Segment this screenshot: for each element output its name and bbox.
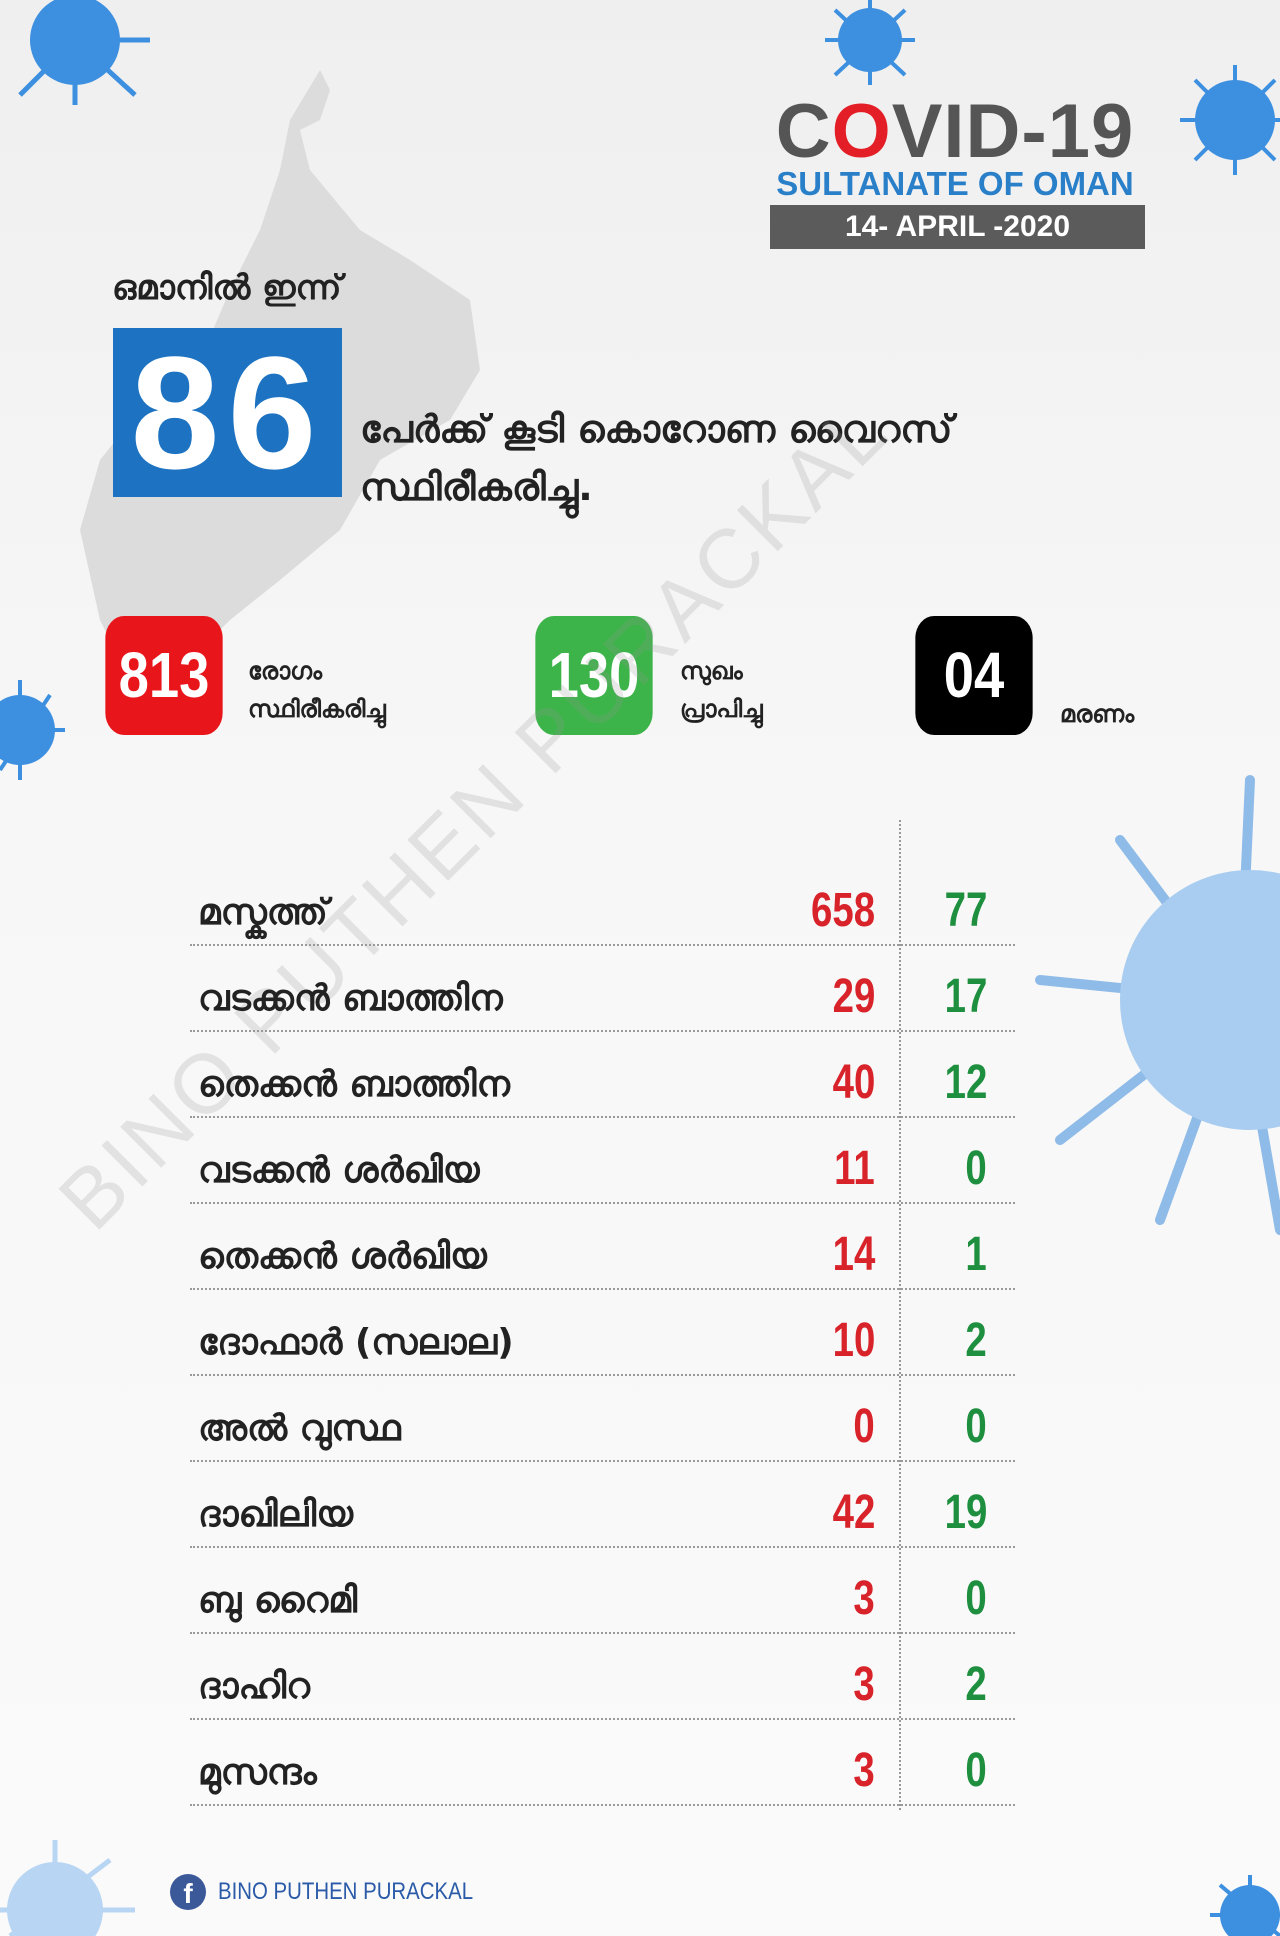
region-name: ദോഫാർ (സലാല) [198, 1322, 514, 1363]
total-recovered-badge: 130 [535, 616, 653, 735]
new-cases-count: 86 [113, 328, 342, 497]
total-deaths-label: മരണം [1060, 700, 1135, 728]
confirmed-count: 3 [853, 1658, 875, 1711]
virus-icon [18, 0, 150, 105]
confirmed-count: 3 [853, 1744, 875, 1797]
recovered-count: 12 [944, 1056, 987, 1109]
region-name: ദാഖിലിയ [198, 1494, 353, 1535]
facebook-icon: f [170, 1874, 206, 1910]
table-row: മസ്കത്ത് 658 77 [190, 858, 1015, 946]
confirmed-count: 11 [834, 1142, 875, 1195]
recovered-count: 0 [965, 1572, 987, 1625]
region-name: വടക്കൻ ബാത്തിന [198, 978, 503, 1019]
table-row: ദാഹിറ 3 2 [190, 1632, 1015, 1720]
virus-icon [1210, 1875, 1280, 1936]
recovered-count: 0 [965, 1142, 987, 1195]
region-name: ബു റൈമി [198, 1580, 358, 1621]
recovered-count: 1 [965, 1228, 987, 1281]
confirmed-count: 14 [832, 1228, 875, 1281]
region-name: അൽ വുസ്ഥ [198, 1408, 401, 1449]
table-row: ബു റൈമി 3 0 [190, 1546, 1015, 1634]
headline-line-2: സ്ഥിരീകരിച്ചു. [360, 465, 593, 509]
confirmed-count: 3 [853, 1572, 875, 1625]
table-row: തെക്കൻ ബാത്തിന 40 12 [190, 1030, 1015, 1118]
region-name: ദാഹിറ [198, 1666, 310, 1707]
confirmed-count: 0 [853, 1400, 875, 1453]
recovered-count: 77 [944, 884, 987, 937]
headline-message: പേർക്ക് കൂടി കൊറോണ വൈറസ് സ്ഥിരീകരിച്ചു. [360, 400, 1160, 516]
covid-19-title: COVID-19 [775, 89, 1135, 174]
virus-icon [1035, 775, 1280, 1235]
confirmed-count: 29 [832, 970, 875, 1023]
table-row: ദോഫാർ (സലാല) 10 2 [190, 1288, 1015, 1376]
virus-icon [0, 680, 65, 780]
region-name: തെക്കൻ ശർഖിയ [198, 1236, 487, 1277]
recovered-count: 2 [965, 1658, 987, 1711]
virus-icon [1180, 65, 1280, 175]
virus-icon [0, 1840, 135, 1936]
recovered-count: 0 [965, 1400, 987, 1453]
total-recovered-label: സുഖം പ്രാപിച്ചു [680, 657, 763, 723]
table-row: അൽ വുസ്ഥ 0 0 [190, 1374, 1015, 1462]
confirmed-count: 10 [832, 1314, 875, 1367]
headline-line-1: പേർക്ക് കൂടി കൊറോണ വൈറസ് [360, 407, 953, 451]
recovered-count: 0 [965, 1744, 987, 1797]
total-confirmed-badge: 813 [105, 616, 223, 735]
region-name: മസ്കത്ത് [198, 892, 328, 933]
country-subtitle: SULTANATE OF OMAN [776, 165, 1134, 202]
table-row: തെക്കൻ ശർഖിയ 14 1 [190, 1202, 1015, 1290]
total-confirmed-label: രോഗം സ്ഥിരീകരിച്ചു [248, 657, 386, 723]
confirmed-count: 658 [810, 884, 875, 937]
date-banner: 14- APRIL -2020 [770, 205, 1145, 249]
column-divider [899, 820, 901, 1810]
recovered-count: 2 [965, 1314, 987, 1367]
credit-text: BINO PUTHEN PURACKAL [218, 1878, 474, 1905]
recovered-count: 17 [944, 970, 987, 1023]
total-deaths-badge: 04 [915, 616, 1033, 735]
region-name: തെക്കൻ ബാത്തിന [198, 1064, 510, 1105]
table-row: ദാഖിലിയ 42 19 [190, 1460, 1015, 1548]
confirmed-count: 40 [832, 1056, 875, 1109]
region-name: മുസന്ദം [198, 1752, 317, 1793]
table-row: മുസന്ദം 3 0 [190, 1718, 1015, 1806]
table-row: വടക്കൻ ശർഖിയ 11 0 [190, 1116, 1015, 1204]
table-row: വടക്കൻ ബാത്തിന 29 17 [190, 944, 1015, 1032]
confirmed-count: 42 [832, 1486, 875, 1539]
today-label: ഒമാനിൽ ഇന്ന് [112, 268, 342, 308]
region-name: വടക്കൻ ശർഖിയ [198, 1150, 480, 1191]
recovered-count: 19 [944, 1486, 987, 1539]
virus-icon [825, 0, 915, 85]
